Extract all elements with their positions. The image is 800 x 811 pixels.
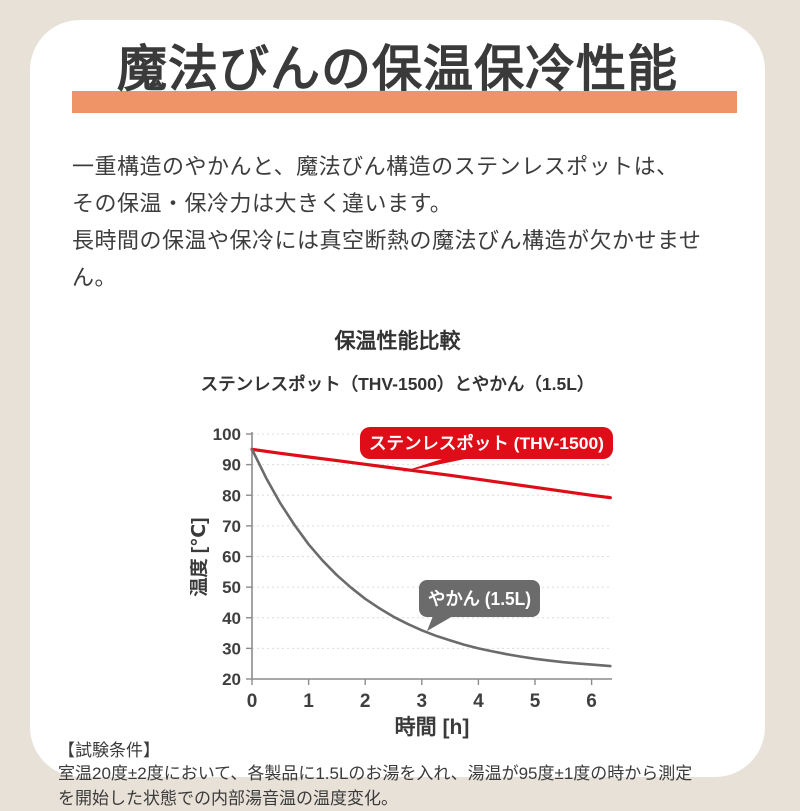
x-tick-label: 5 [530,691,541,712]
x-tick-label: 4 [473,691,484,712]
chart-title: 保温性能比較 [30,330,765,354]
test-conditions-line: 室温20度±2度において、各製品に1.5Lのお湯を入れ、湯温が95度±1度の時か… [58,762,745,787]
test-conditions: 【試験条件】 室温20度±2度において、各製品に1.5Lのお湯を入れ、湯温が95… [58,739,745,811]
series-1-callout-tail [427,616,453,631]
chart-subtitle: ステンレスポット（THV-1500）とやかん（1.5L） [30,373,765,395]
x-tick-label: 1 [303,691,314,712]
y-tick-label: 90 [222,456,241,475]
y-tick-label: 70 [222,517,241,536]
x-tick-label: 3 [417,691,428,712]
intro-text: 一重構造のやかんと、魔法びん構造のステンレスポットは、 その保温・保冷力は大きく… [72,148,735,296]
page-title: 魔法びんの保温保冷性能 [30,40,765,98]
x-tick-label: 0 [247,691,258,712]
series-1-line [252,449,610,666]
test-conditions-heading: 【試験条件】 [58,739,745,762]
series-1-callout-label: やかん (1.5L) [428,589,531,609]
intro-line: 一重構造のやかんと、魔法びん構造のステンレスポットは、 [72,148,735,185]
series-0-callout-label: ステンレスポット (THV-1500) [369,433,604,453]
y-tick-label: 80 [222,486,241,505]
y-axis-label: 温度 [℃] [190,518,210,597]
y-tick-label: 40 [222,609,241,628]
intro-line: 長時間の保温や保冷には真空断熱の魔法びん構造が欠かせません。 [72,222,735,296]
y-tick-label: 60 [222,548,241,567]
y-tick-label: 30 [222,639,241,658]
x-axis-label: 時間 [h] [395,715,470,739]
test-conditions-line: を開始した状態での内部湯音温の温度変化。 [58,787,745,811]
y-tick-label: 20 [222,670,241,689]
content-card: 魔法びんの保温保冷性能 一重構造のやかんと、魔法びん構造のステンレスポットは、 … [30,20,765,777]
intro-line: その保温・保冷力は大きく違います。 [72,185,735,222]
title-block: 魔法びんの保温保冷性能 [30,40,765,135]
y-tick-label: 100 [213,425,241,444]
y-tick-label: 50 [222,578,241,597]
retention-chart: 20 30 40 50 60 70 80 90 100 0 1 2 3 4 5 6 時間 [h] 温度 [℃] ステ… [190,412,660,742]
x-tick-label: 2 [360,691,371,712]
x-tick-label: 6 [586,691,597,712]
